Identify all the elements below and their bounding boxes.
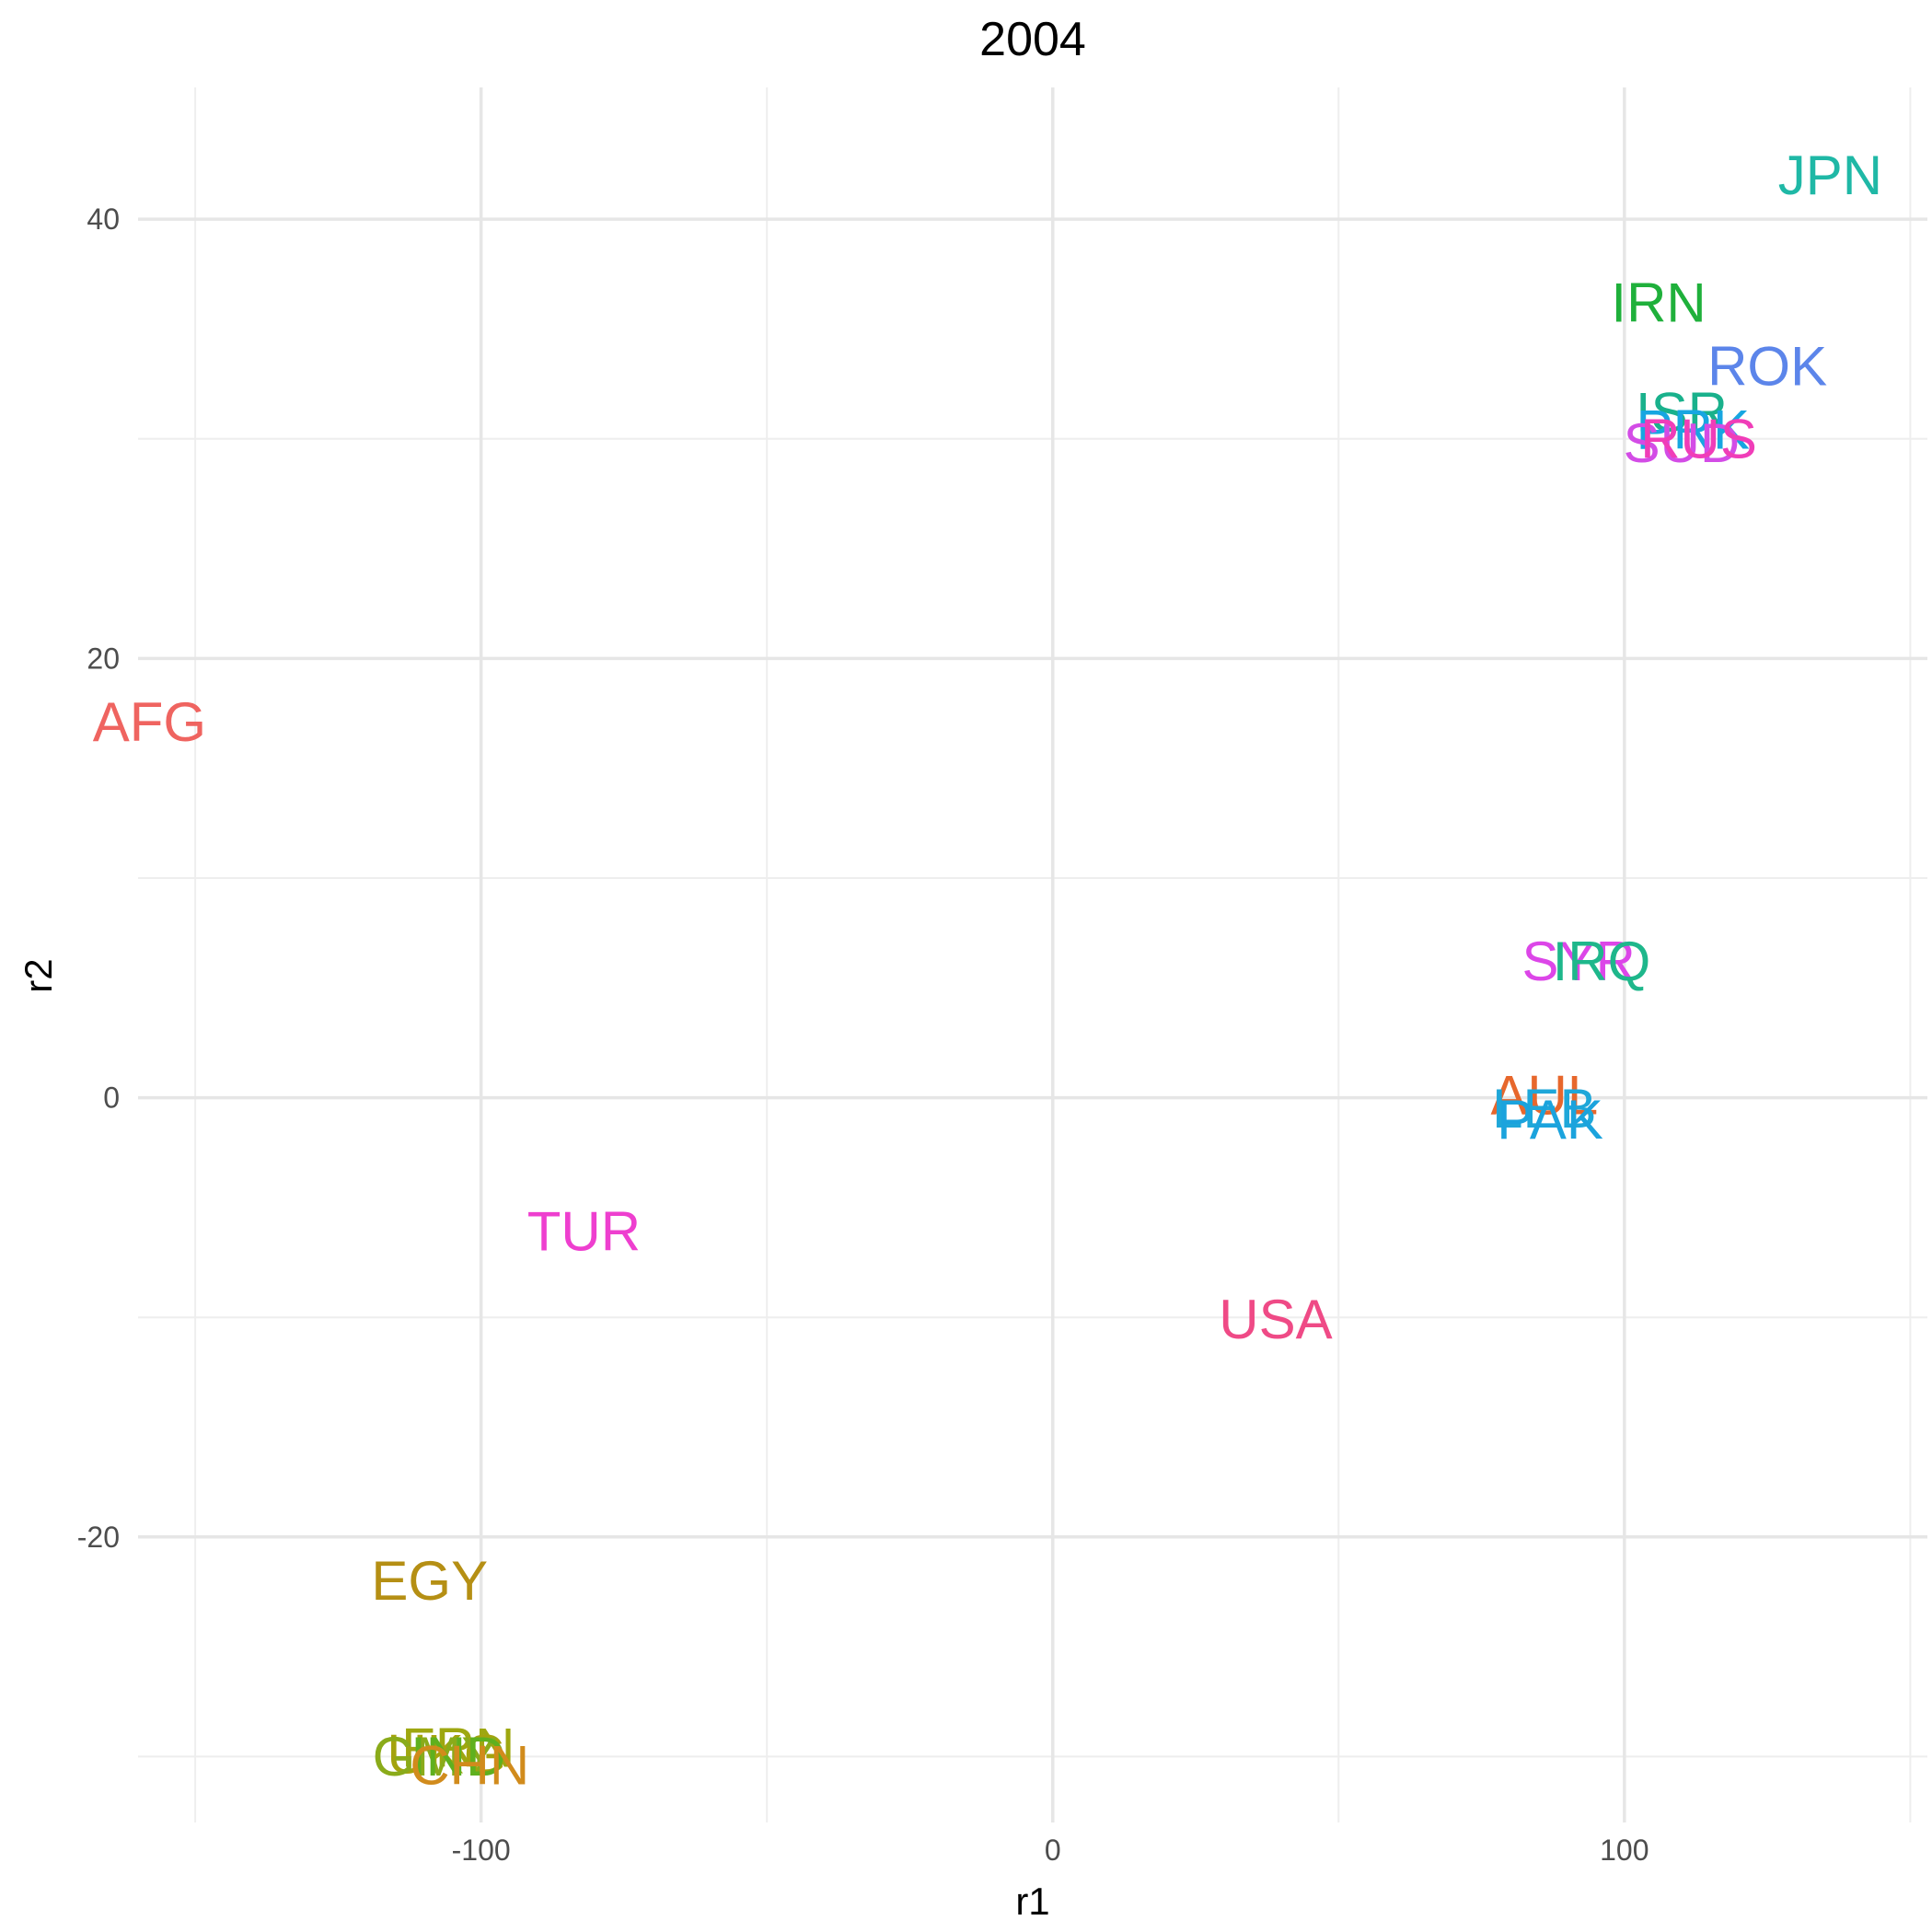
point-label-ukg: UKG: [387, 1724, 506, 1786]
grid-major-lines: [138, 87, 1927, 1822]
y-tick-label: 20: [87, 642, 120, 675]
x-tick-label: 0: [1045, 1834, 1061, 1867]
point-label-afg: AFG: [93, 691, 206, 753]
point-label-pak: PAK: [1497, 1089, 1603, 1151]
point-label-rok: ROK: [1707, 336, 1827, 398]
point-label-gmy: GMY: [373, 1726, 499, 1787]
point-label-tur: TUR: [527, 1201, 641, 1263]
point-label-irn: IRN: [1611, 272, 1706, 333]
chart-title: 2004: [979, 13, 1086, 66]
point-label-rus: RUS: [1640, 408, 1757, 469]
x-axis-label: r1: [1015, 1880, 1049, 1923]
y-axis-label: r2: [17, 958, 60, 992]
point-label-syr: SYR: [1521, 931, 1635, 992]
point-label-usa: USA: [1219, 1289, 1332, 1350]
point-label-frn: FRN: [401, 1717, 515, 1778]
point-label-ind: IND: [411, 1726, 505, 1787]
point-label-chn: CHN: [410, 1734, 529, 1796]
y-tick-label: -20: [77, 1521, 120, 1554]
point-label-egy: EGY: [371, 1550, 488, 1612]
point-label-leb: LEB: [1492, 1078, 1596, 1140]
x-tick-label: -100: [452, 1834, 511, 1867]
y-tick-label: 40: [87, 202, 120, 236]
point-label-isr: ISR: [1636, 382, 1728, 444]
point-label-aul: AUL: [1491, 1065, 1599, 1127]
grid-minor-lines: [138, 87, 1927, 1822]
x-tick-label: 100: [1600, 1834, 1649, 1867]
tick-labels: -100 0 100 -20 0 20 40: [77, 202, 1649, 1867]
point-label-prk: PRK: [1637, 399, 1750, 461]
point-label-irq: IRQ: [1553, 931, 1651, 992]
y-tick-label: 0: [103, 1082, 120, 1115]
point-label-jpn: JPN: [1778, 145, 1882, 206]
point-label-sud: SUD: [1624, 412, 1741, 474]
